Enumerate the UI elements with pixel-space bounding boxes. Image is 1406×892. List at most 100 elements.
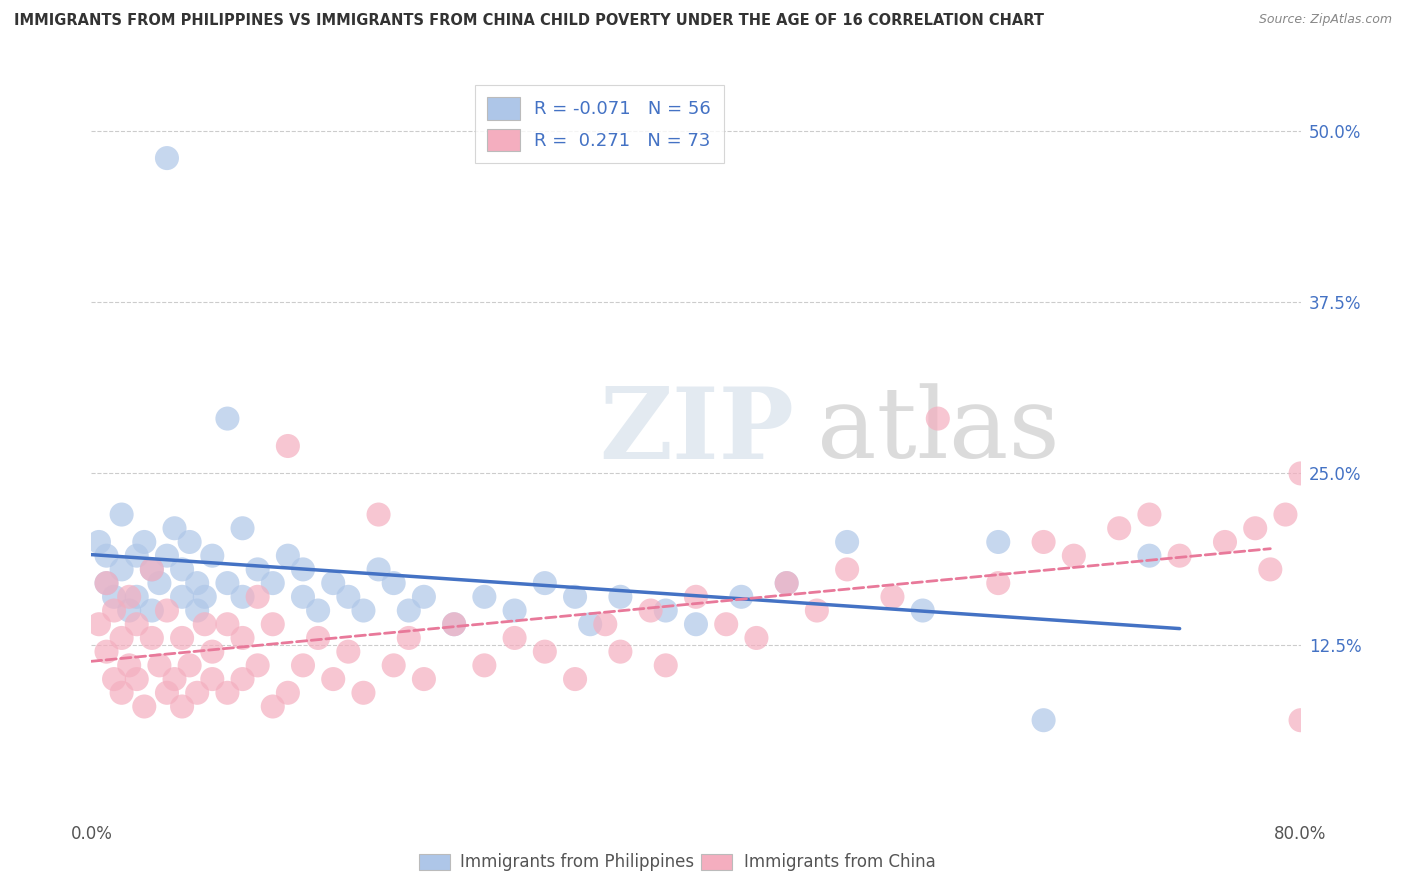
Point [564, 590, 586, 604]
Text: IMMIGRANTS FROM PHILIPPINES VS IMMIGRANTS FROM CHINA CHILD POVERTY UNDER THE AGE: IMMIGRANTS FROM PHILIPPINES VS IMMIGRANT… [14, 13, 1045, 29]
Point [1289, 713, 1312, 727]
Text: Immigrants from Philippines: Immigrants from Philippines [460, 853, 695, 871]
Point [292, 658, 315, 673]
Point [382, 658, 405, 673]
Point [172, 562, 194, 576]
Point [217, 617, 239, 632]
Point [503, 603, 526, 617]
Point [745, 631, 768, 645]
Point [307, 603, 329, 617]
Point [111, 562, 132, 576]
Point [163, 672, 186, 686]
Point [882, 590, 904, 604]
Text: ZIP: ZIP [599, 383, 794, 480]
Point [103, 672, 125, 686]
Point [654, 658, 676, 673]
Point [96, 645, 118, 659]
Point [111, 508, 132, 522]
Point [277, 549, 299, 563]
Point [186, 576, 208, 591]
Point [231, 672, 253, 686]
Point [156, 686, 179, 700]
Point [1032, 535, 1054, 549]
Point [322, 672, 344, 686]
Point [322, 576, 344, 591]
Point [134, 535, 156, 549]
Point [118, 603, 141, 617]
Point [194, 617, 217, 632]
Point [352, 686, 374, 700]
Point [579, 617, 602, 632]
Point [134, 699, 156, 714]
Point [564, 672, 586, 686]
Point [96, 576, 118, 591]
Point [609, 645, 631, 659]
Point [125, 672, 148, 686]
Point [141, 631, 163, 645]
Point [595, 617, 617, 632]
Point [262, 699, 284, 714]
Point [640, 603, 662, 617]
Point [1032, 713, 1054, 727]
Point [277, 439, 299, 453]
Point [1168, 549, 1191, 563]
Point [246, 658, 269, 673]
Point [1063, 549, 1085, 563]
Point [125, 549, 148, 563]
Point [776, 576, 799, 591]
Point [292, 562, 315, 576]
Point [367, 562, 389, 576]
Point [835, 562, 858, 576]
Point [776, 576, 799, 591]
Point [179, 535, 201, 549]
Point [186, 686, 208, 700]
Point [609, 590, 631, 604]
Point [246, 590, 269, 604]
Point [277, 686, 299, 700]
Point [382, 576, 405, 591]
Point [1108, 521, 1130, 535]
Point [337, 645, 360, 659]
Point [103, 590, 125, 604]
Point [533, 576, 555, 591]
Point [911, 603, 934, 617]
Point [118, 658, 141, 673]
Point [1139, 549, 1161, 563]
Point [262, 617, 284, 632]
Point [111, 686, 132, 700]
Point [292, 590, 315, 604]
Point [201, 645, 224, 659]
Point [730, 590, 752, 604]
Point [398, 603, 420, 617]
Point [118, 590, 141, 604]
Point [87, 535, 110, 549]
Point [201, 672, 224, 686]
Point [194, 590, 217, 604]
Point [217, 686, 239, 700]
Point [472, 590, 495, 604]
Point [987, 535, 1010, 549]
Point [217, 576, 239, 591]
Point [87, 617, 110, 632]
Point [111, 631, 132, 645]
Point [262, 576, 284, 591]
Point [163, 521, 186, 535]
Text: Immigrants from China: Immigrants from China [745, 853, 936, 871]
Point [141, 603, 163, 617]
Point [231, 521, 253, 535]
Point [413, 590, 436, 604]
Point [1289, 467, 1312, 481]
Point [148, 576, 170, 591]
Point [1139, 508, 1161, 522]
Point [217, 411, 239, 425]
Legend: R = -0.071   N = 56, R =  0.271   N = 73: R = -0.071 N = 56, R = 0.271 N = 73 [475, 85, 724, 163]
Point [1244, 521, 1267, 535]
Point [367, 508, 389, 522]
Point [472, 658, 495, 673]
Point [103, 603, 125, 617]
Point [398, 631, 420, 645]
Point [714, 617, 737, 632]
Point [337, 590, 360, 604]
Point [179, 658, 201, 673]
Point [186, 603, 208, 617]
